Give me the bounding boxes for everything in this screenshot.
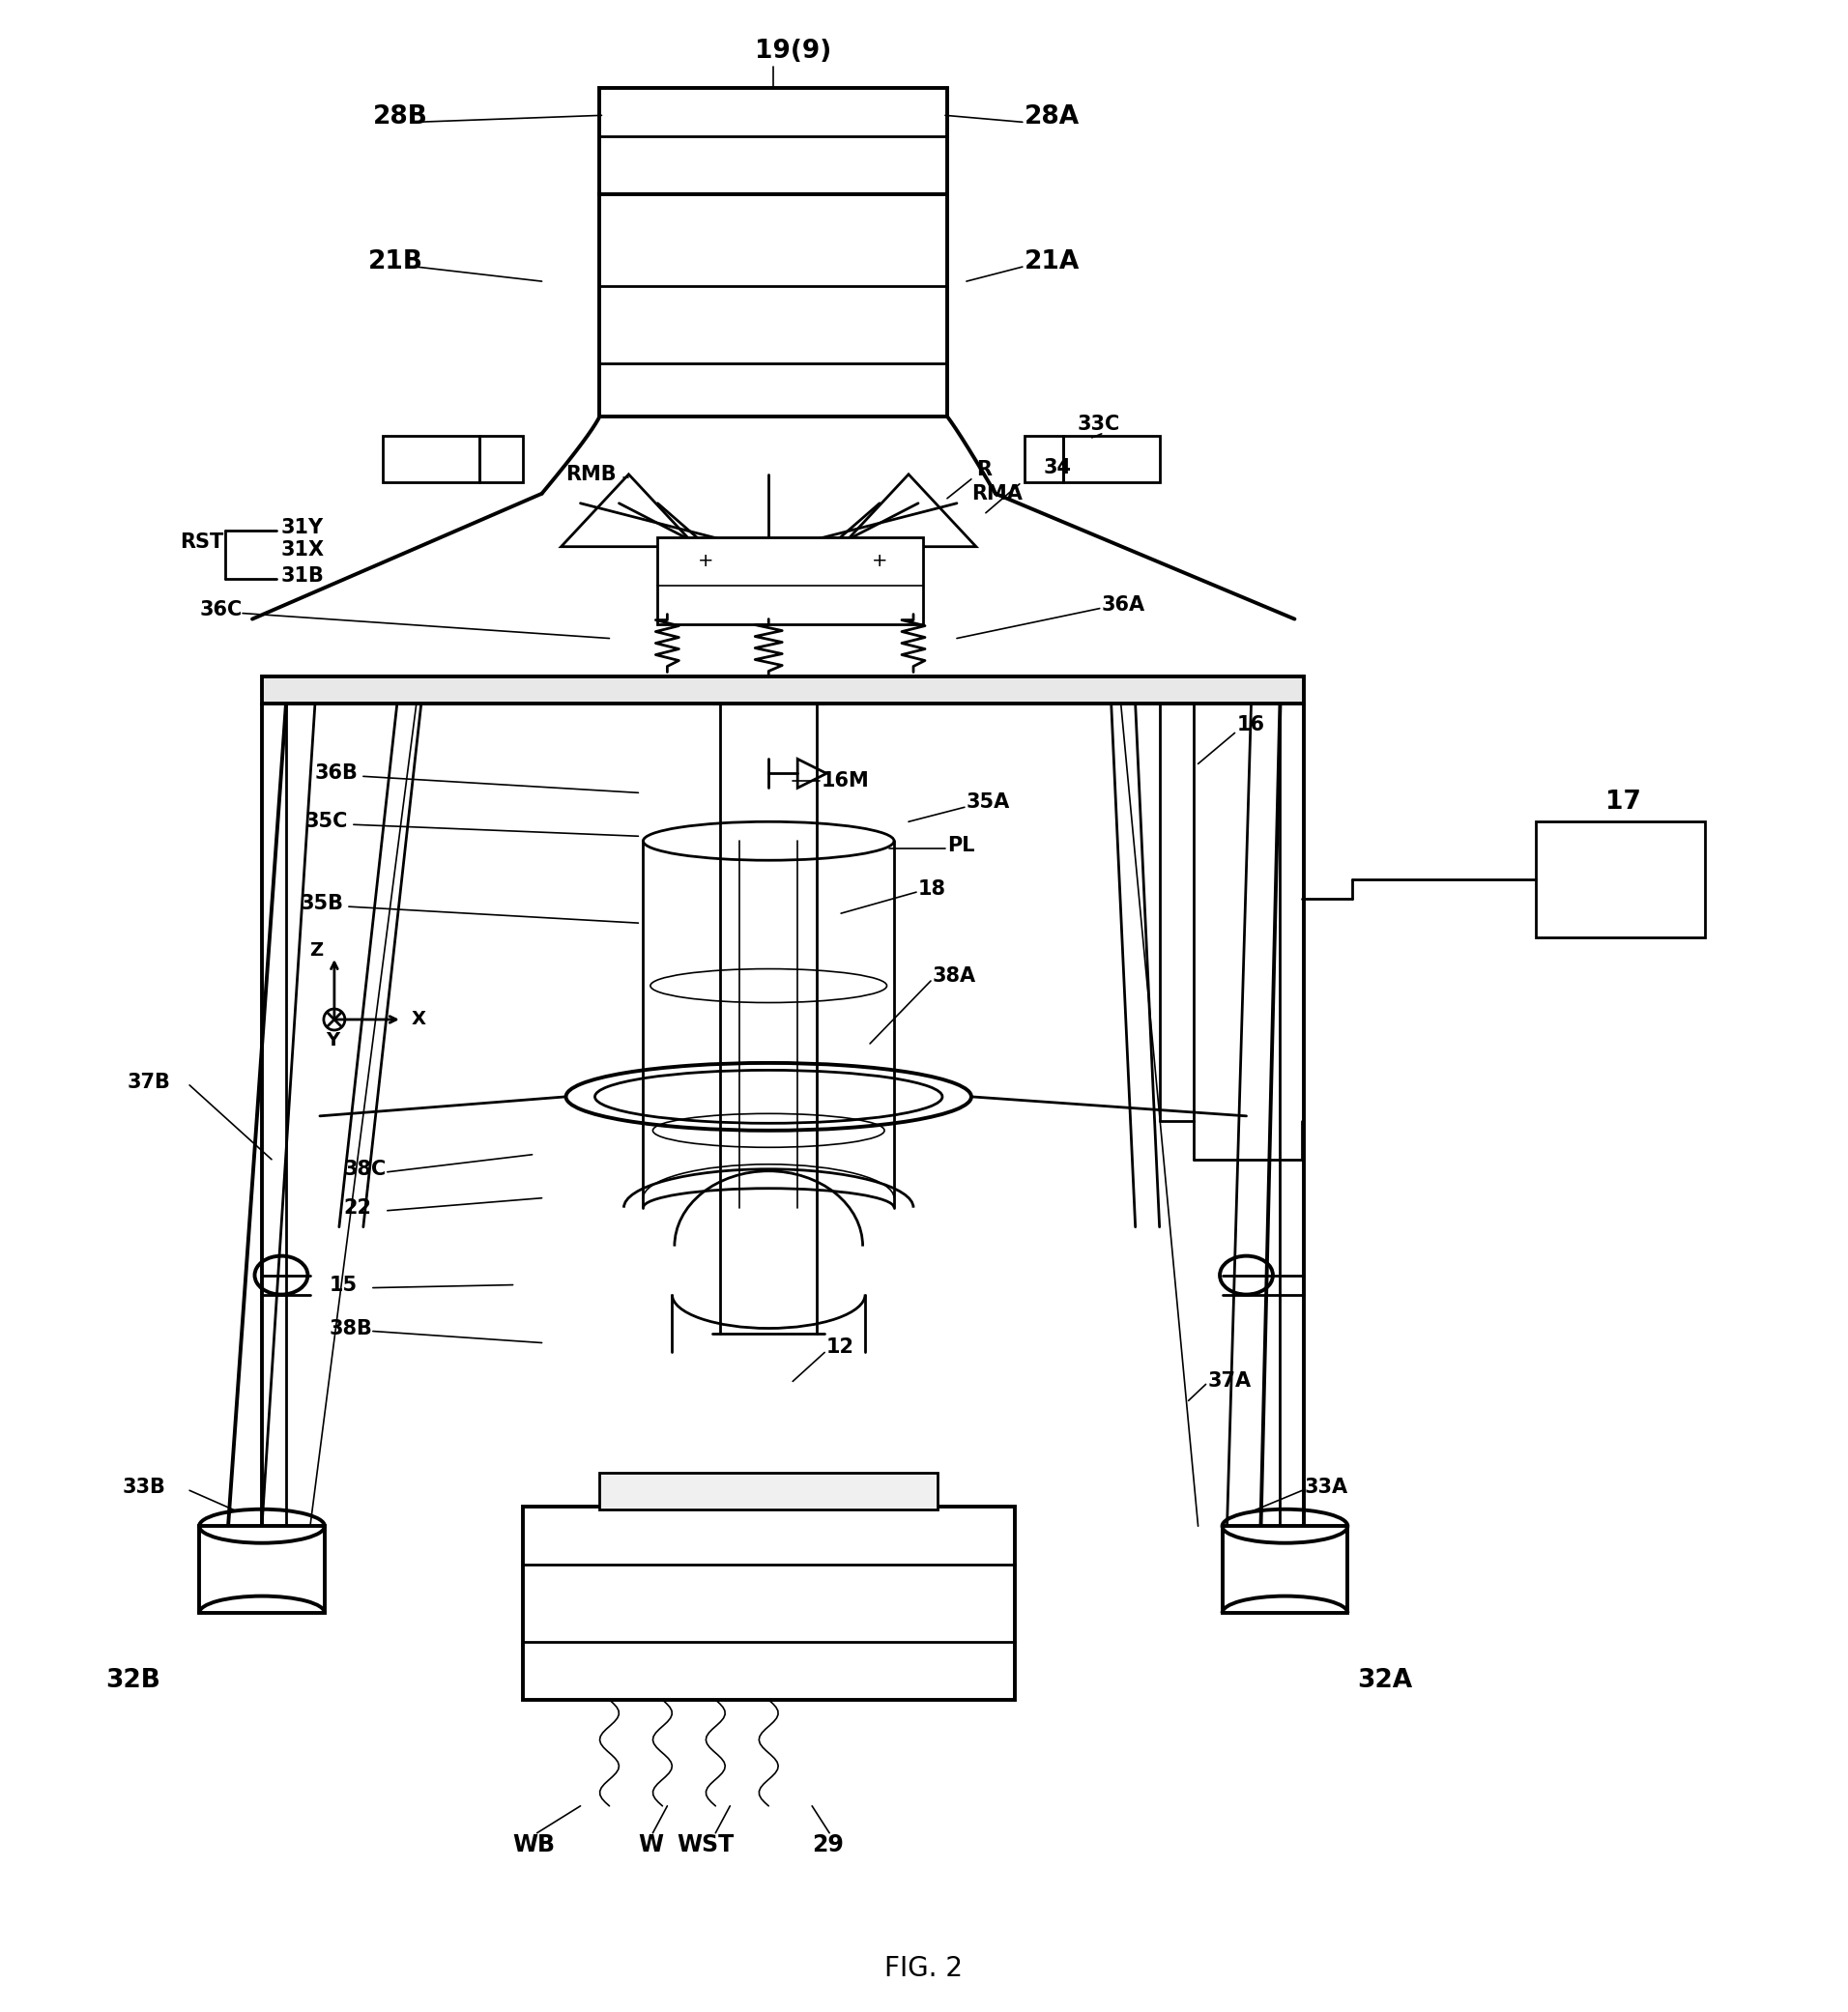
Text: 37B: 37B: [128, 1072, 170, 1093]
Text: 38B: 38B: [329, 1318, 373, 1338]
Text: RMB: RMB: [565, 465, 617, 485]
Text: 31X: 31X: [281, 539, 325, 559]
Text: 16M: 16M: [822, 771, 870, 791]
Text: R: R: [976, 461, 992, 479]
Text: RST: RST: [179, 533, 224, 551]
Text: 21A: 21A: [1024, 249, 1079, 274]
Text: WB: WB: [514, 1833, 556, 1857]
Text: FIG. 2: FIG. 2: [885, 1954, 963, 1982]
Text: 31B: 31B: [281, 565, 325, 585]
Bar: [601, 89, 948, 195]
Text: W: W: [638, 1833, 663, 1857]
Text: 36B: 36B: [314, 765, 359, 783]
Text: 19(9): 19(9): [754, 38, 832, 64]
Text: RMA: RMA: [972, 485, 1022, 503]
Bar: [1536, 821, 1706, 938]
Text: 28B: 28B: [373, 105, 429, 131]
Text: 36A: 36A: [1101, 596, 1146, 614]
Text: 17: 17: [1604, 791, 1641, 815]
Text: 16: 16: [1236, 716, 1264, 734]
Bar: [383, 437, 479, 483]
Text: Y: Y: [325, 1032, 340, 1050]
Bar: [523, 1507, 1015, 1700]
Text: 38C: 38C: [344, 1159, 386, 1179]
Bar: [601, 195, 948, 416]
Text: 18: 18: [918, 879, 946, 899]
Text: 34: 34: [1044, 459, 1072, 477]
Text: 22: 22: [344, 1197, 371, 1217]
Text: 35B: 35B: [301, 893, 344, 913]
Text: +: +: [699, 551, 713, 569]
Text: Z: Z: [309, 942, 323, 960]
Text: 15: 15: [329, 1276, 359, 1294]
Bar: [200, 1527, 325, 1614]
Bar: [1222, 1527, 1347, 1614]
Text: PL: PL: [948, 837, 974, 855]
Bar: [658, 537, 922, 624]
Text: 35A: 35A: [967, 793, 1011, 813]
Text: 31Y: 31Y: [281, 517, 323, 537]
Text: 32A: 32A: [1356, 1668, 1412, 1692]
Text: +: +: [872, 551, 887, 569]
Text: 21B: 21B: [368, 249, 423, 274]
Text: 29: 29: [811, 1833, 845, 1857]
Text: 33B: 33B: [122, 1479, 164, 1497]
Text: 36C: 36C: [200, 600, 242, 620]
Text: WST: WST: [676, 1833, 734, 1857]
Bar: [262, 676, 1305, 704]
Text: 33A: 33A: [1305, 1479, 1347, 1497]
Text: 32B: 32B: [105, 1668, 161, 1692]
Text: 35C: 35C: [305, 813, 347, 831]
Text: X: X: [412, 1010, 427, 1028]
Text: 37A: 37A: [1209, 1372, 1251, 1390]
Text: 38A: 38A: [933, 966, 976, 986]
Bar: [1063, 437, 1159, 483]
Text: 28A: 28A: [1024, 105, 1079, 131]
Bar: [601, 1473, 937, 1509]
Text: 12: 12: [826, 1338, 854, 1358]
Text: 33C: 33C: [1077, 414, 1120, 435]
